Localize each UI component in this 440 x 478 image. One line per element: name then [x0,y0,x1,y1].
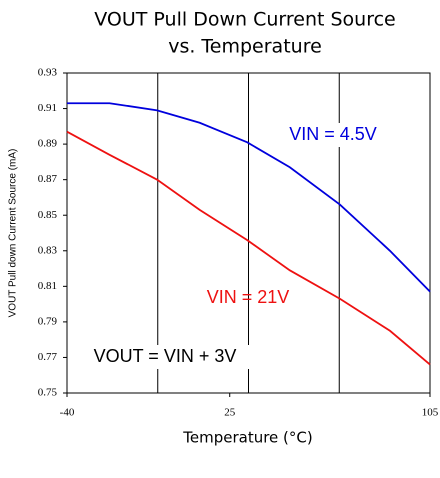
x-tick-label: -40 [60,407,75,419]
y-tick-label: 0.89 [38,138,58,150]
y-tick-label: 0.83 [38,244,58,256]
y-tick-label: 0.81 [38,280,57,292]
y-tick-label: 0.93 [38,67,58,79]
y-tick-label: 0.79 [38,315,58,327]
y-tick-label: 0.91 [38,102,57,114]
annotation: VIN = 4.5V [289,124,377,144]
y-tick-label: 0.85 [38,209,58,221]
x-tick-label: 105 [422,407,439,419]
annotation: VIN = 21V [207,287,290,307]
series-line [66,130,431,366]
x-axis-label: Temperature (°C) [182,429,312,447]
label-background [80,345,250,369]
series-line [67,102,431,293]
label-background [268,123,398,147]
y-tick-label: 0.75 [38,387,58,399]
annotation: VOUT = VIN + 3V [94,346,237,366]
y-tick-label: 0.87 [38,173,58,185]
chart-title: vs. Temperature [168,36,322,58]
y-tick-label: 0.77 [38,351,58,363]
y-axis-label: VOUT Pull down Current Source (mA) [8,149,19,318]
x-tick-label: 25 [224,407,236,419]
chart-title: VOUT Pull Down Current Source [94,9,395,31]
